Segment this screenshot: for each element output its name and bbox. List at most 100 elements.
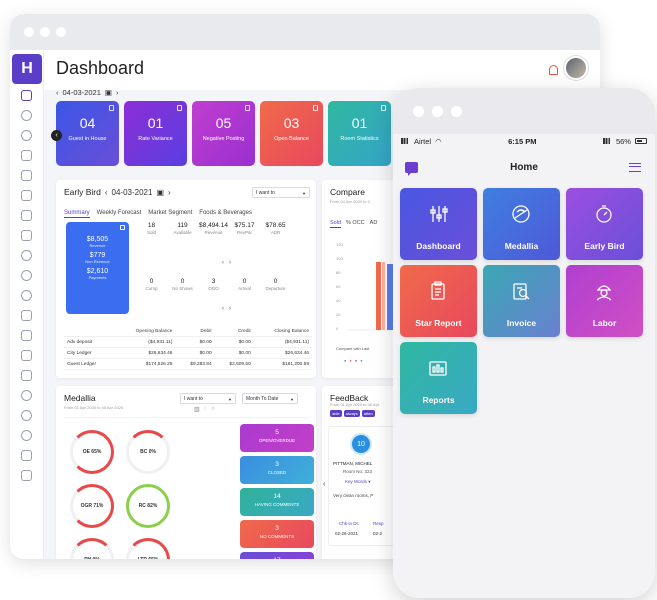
refresh-icon[interactable]: ◌ — [203, 406, 208, 412]
status-card[interactable]: 3 NO COMMENTS — [240, 520, 314, 548]
folder-icon[interactable] — [21, 470, 32, 481]
calendar-icon[interactable]: ▣ — [156, 187, 164, 197]
kpi-card[interactable]: 05 Negative Posting — [192, 101, 255, 166]
status-count: 3 — [275, 525, 279, 532]
tile-labor[interactable]: Labor — [566, 265, 643, 337]
expand-icon[interactable] — [120, 225, 125, 230]
kpi-card[interactable]: 01 Rate Variance — [124, 101, 187, 166]
medallia-icon[interactable] — [21, 110, 32, 121]
search-doc-icon[interactable] — [21, 230, 32, 241]
tile-star-report[interactable]: Star Report — [400, 265, 477, 337]
status-card[interactable]: 3 CLOSED — [240, 456, 314, 484]
status-card[interactable]: 14 HAVING COMMENTS — [240, 488, 314, 516]
chevron-right-icon[interactable]: › — [168, 187, 171, 197]
checklist-icon[interactable] — [21, 310, 32, 321]
tab-summary[interactable]: Summary — [64, 210, 90, 218]
avatar[interactable] — [564, 56, 588, 80]
tile-invoice[interactable]: Invoice — [483, 265, 560, 337]
file-search-icon[interactable] — [21, 370, 32, 381]
stat-label: Available — [173, 230, 192, 235]
history-icon[interactable] — [21, 430, 32, 441]
app-logo[interactable]: H — [12, 54, 42, 84]
column-header: Opening Balance — [114, 326, 176, 337]
table-cell: $0.00 — [214, 336, 254, 348]
y-tick-label: 40 — [336, 298, 341, 303]
bar-chart-icon[interactable]: ▥ — [194, 407, 200, 413]
status-label: CLOSED — [267, 470, 287, 475]
chat-icon[interactable] — [405, 162, 418, 176]
compare-caption: Compare with Last — [336, 346, 370, 351]
status-card[interactable]: 5 OPEN/OVERDUE — [240, 424, 314, 452]
stats-pager[interactable]: ‹ › — [222, 260, 231, 266]
tile-label: Star Report — [415, 318, 462, 328]
stat-item: $75.17 RevPar — [229, 222, 260, 235]
feedback-card: 10 PITTMAN, MICHEL Room No: 323 Key Word… — [328, 426, 396, 546]
worker-icon[interactable] — [21, 250, 32, 261]
status-count: 17 — [240, 557, 314, 559]
feedback-title: FeedBack — [330, 393, 369, 403]
legend-dot: ● — [360, 358, 363, 363]
medallia-panel: Medallia From 01 Apr 2020 to 06 Apr 2020… — [56, 386, 316, 559]
kpi-label: Guest in House — [68, 136, 107, 142]
stat-item: 119 Available — [167, 222, 198, 235]
medallia-select[interactable]: I want to ▼ — [180, 393, 236, 404]
bell-icon[interactable] — [549, 65, 558, 75]
tab-adr[interactable]: AD — [369, 220, 378, 226]
tile-medallia[interactable]: Medallia — [483, 188, 560, 260]
keyword-chip[interactable]: atten — [361, 410, 375, 417]
sidebar: H — [10, 50, 44, 559]
tab-weekly-forecast[interactable]: Weekly Forecast — [96, 210, 142, 216]
tile-reports[interactable]: Reports — [400, 342, 477, 414]
chevron-left-icon[interactable]: ‹ — [56, 88, 59, 97]
kpi-card[interactable]: 03 Open Balance — [260, 101, 323, 166]
chevron-left-icon[interactable]: ‹ — [104, 187, 108, 197]
compass-icon[interactable] — [21, 270, 32, 281]
document-icon[interactable] — [21, 330, 32, 341]
stats-pager-2[interactable]: ‹ › — [222, 306, 231, 312]
key-words-link[interactable]: Key Words ▾ — [345, 479, 371, 484]
tab-foods-beverages[interactable]: Foods & Beverages — [199, 210, 252, 216]
chart-icon[interactable] — [21, 350, 32, 361]
tile-early-bird[interactable]: Early Bird — [566, 188, 643, 260]
table-cell: $2,609.50 — [214, 358, 254, 370]
kpi-card[interactable]: 01 Room Statistics — [328, 101, 391, 166]
tab-occ[interactable]: % OCC — [346, 220, 365, 226]
settings-icon[interactable] — [21, 410, 32, 421]
status-card[interactable]: 17 — [240, 552, 314, 559]
sliders-icon[interactable] — [21, 90, 32, 101]
carousel-prev-button[interactable]: ‹ — [51, 130, 62, 141]
kpi-label: Rate Variance — [138, 136, 173, 142]
clipboard-icon[interactable] — [21, 150, 32, 161]
table-cell: $0.00 — [214, 347, 254, 359]
user-icon[interactable] — [21, 390, 32, 401]
chevron-left-icon[interactable]: ‹ — [323, 481, 326, 488]
date-selector[interactable]: ‹ 04-03-2021 ▣ › — [56, 88, 118, 97]
legend-dot: ● — [349, 358, 352, 363]
early-bird-select[interactable]: I want to ▼ — [252, 187, 310, 198]
keyword-chip[interactable]: able — [330, 410, 342, 417]
tab-market-segment[interactable]: Market Segment — [148, 210, 193, 216]
invoice-icon[interactable] — [21, 170, 32, 181]
calendar-icon[interactable] — [21, 190, 32, 201]
stat-label: OOO — [208, 286, 219, 291]
calendar-icon[interactable]: ▣ — [104, 88, 112, 97]
timer-icon[interactable] — [21, 290, 32, 301]
settings-icon[interactable]: ○ — [211, 406, 215, 412]
stat-value: 0 — [273, 278, 278, 285]
chevron-right-icon[interactable]: › — [115, 88, 119, 97]
hamburger-menu-icon[interactable] — [629, 163, 641, 172]
kpi-card[interactable]: 04 Guest in House — [56, 101, 119, 166]
tile-label: Labor — [592, 318, 617, 328]
tab-sold[interactable]: Sold — [330, 220, 342, 228]
medallia-period-select[interactable]: Month To Date ▼ — [242, 393, 298, 404]
early-bird-header: Early Bird ‹ 04-03-2021 ▣ › — [64, 187, 171, 197]
summary-label: Revenue — [89, 243, 106, 248]
resp-label: Resp — [373, 521, 384, 526]
chart-bar — [376, 262, 381, 330]
notes-icon[interactable] — [21, 450, 32, 461]
tile-dashboard[interactable]: Dashboard — [400, 188, 477, 260]
medallia-period-value: Month To Date — [246, 396, 279, 402]
reports-icon[interactable] — [21, 210, 32, 221]
stopwatch-icon[interactable] — [21, 130, 32, 141]
keyword-chip[interactable]: always — [343, 410, 360, 417]
